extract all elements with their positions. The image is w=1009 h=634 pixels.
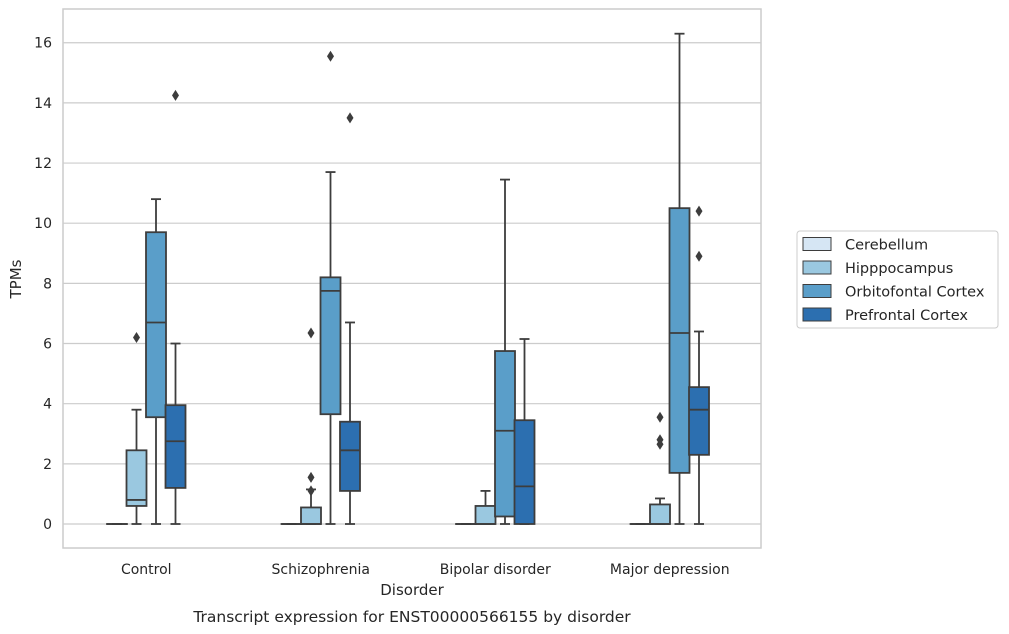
legend-swatch bbox=[802, 284, 832, 298]
x-tick-label: Major depression bbox=[610, 562, 730, 578]
legend-label: Prefrontal Cortex bbox=[845, 308, 968, 324]
y-tick-label: 2 bbox=[43, 457, 52, 473]
plot-frame bbox=[62, 8, 762, 549]
legend-label: Cerebellum bbox=[845, 238, 928, 254]
box-2-3 bbox=[319, 50, 342, 525]
box-1-4 bbox=[164, 89, 187, 525]
box-body bbox=[125, 449, 148, 507]
box-body bbox=[319, 276, 342, 416]
legend-frame bbox=[796, 230, 999, 329]
y-tick-label: 12 bbox=[34, 156, 52, 172]
box-1-3 bbox=[145, 198, 167, 525]
y-tick-label: 6 bbox=[43, 337, 52, 353]
outlier-marker bbox=[656, 411, 664, 423]
y-axis-label: TPMs bbox=[7, 259, 25, 299]
x-axis-label: Disorder bbox=[380, 581, 444, 599]
y-tick-label: 16 bbox=[34, 36, 52, 52]
legend-swatch bbox=[802, 260, 832, 275]
box-body bbox=[494, 350, 516, 518]
outlier-marker bbox=[695, 205, 703, 217]
box-1-2 bbox=[125, 332, 148, 525]
box-body bbox=[145, 231, 167, 419]
x-tick-label: Bipolar disorder bbox=[440, 562, 551, 578]
chart-caption: Transcript expression for ENST0000056615… bbox=[192, 608, 631, 626]
x-tick-labels: Control Schizophrenia Bipolar disorder Majo… bbox=[121, 562, 730, 578]
box-body bbox=[474, 505, 497, 525]
outlier-marker bbox=[327, 50, 334, 62]
y-tick-label: 14 bbox=[34, 96, 52, 112]
outlier-marker bbox=[172, 89, 179, 101]
legend-label: Hipppocampus bbox=[845, 261, 953, 277]
x-tick-label: Schizophrenia bbox=[272, 562, 370, 578]
outlier-marker bbox=[133, 332, 140, 344]
box-body bbox=[164, 404, 187, 489]
legend-label: Orbitofontal Cortex bbox=[845, 285, 985, 301]
legend-swatch bbox=[802, 237, 832, 251]
box-4-2 bbox=[649, 411, 671, 525]
box-body bbox=[668, 207, 691, 474]
outlier-marker bbox=[307, 485, 315, 497]
outlier-marker bbox=[307, 327, 315, 339]
outlier-marker bbox=[346, 112, 354, 124]
box-2-4 bbox=[339, 112, 361, 525]
box-4-4 bbox=[688, 205, 710, 525]
box-body bbox=[513, 419, 536, 525]
outlier-marker bbox=[695, 250, 703, 262]
box-body bbox=[300, 506, 322, 525]
box-body bbox=[339, 420, 361, 492]
box-4-3 bbox=[668, 32, 691, 525]
y-tick-label: 8 bbox=[43, 276, 52, 292]
y-tick-label: 0 bbox=[43, 517, 52, 533]
outlier-marker bbox=[656, 434, 664, 446]
y-tick-labels: 0 2 4 6 8 10 12 14 16 bbox=[34, 36, 52, 533]
box-2-2 bbox=[300, 327, 322, 525]
box-body bbox=[649, 503, 671, 525]
outlier-marker bbox=[307, 471, 315, 483]
legend: Cerebellum Hipppocampus Orbitofontal Corte… bbox=[796, 230, 999, 329]
box-groups bbox=[106, 32, 710, 525]
box-3-4 bbox=[513, 338, 536, 525]
x-tick-label: Control bbox=[121, 562, 172, 578]
y-tick-label: 10 bbox=[34, 216, 52, 232]
y-tick-label: 4 bbox=[43, 397, 52, 413]
box-body bbox=[688, 386, 710, 456]
legend-swatch bbox=[802, 307, 832, 322]
